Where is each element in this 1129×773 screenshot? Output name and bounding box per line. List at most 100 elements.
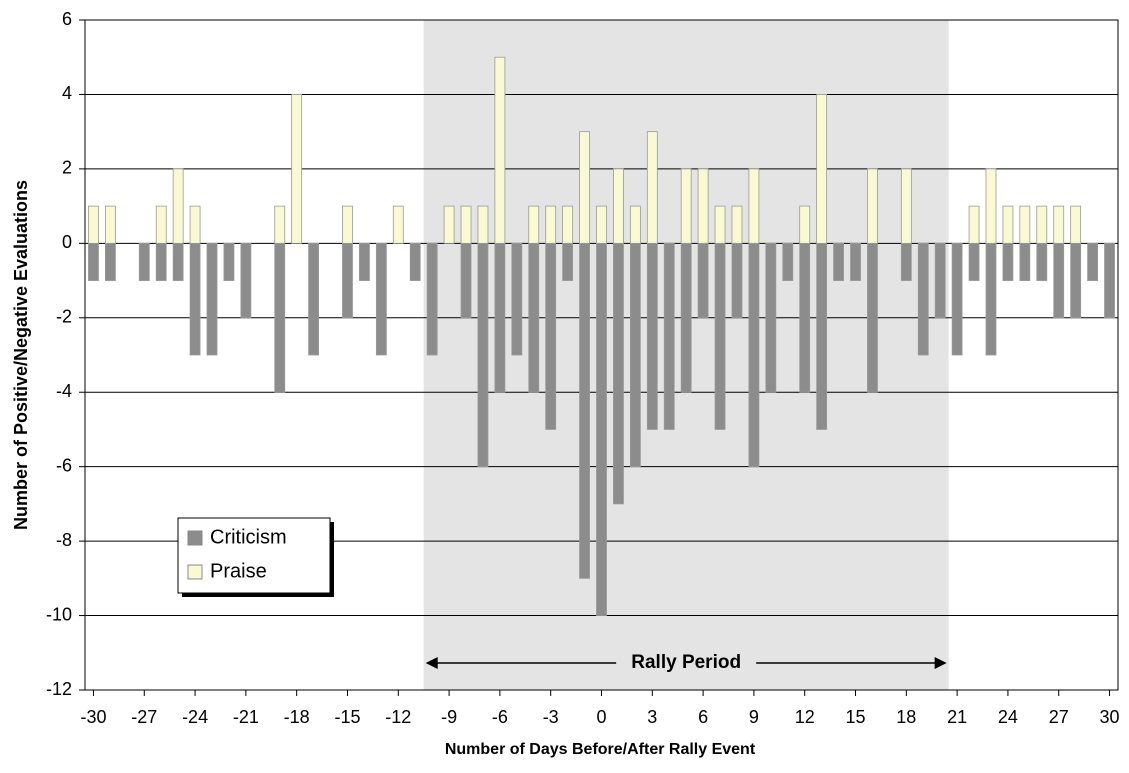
bar xyxy=(1053,242,1065,319)
x-tick-label: 0 xyxy=(596,707,606,727)
y-tick-label: -4 xyxy=(56,381,72,401)
bar xyxy=(968,242,980,281)
bar xyxy=(731,242,743,319)
x-tick-label: -12 xyxy=(385,707,411,727)
bar xyxy=(816,94,828,244)
bar xyxy=(646,131,658,244)
bar xyxy=(88,205,99,244)
bar xyxy=(782,242,794,281)
bar xyxy=(985,168,997,244)
bar xyxy=(850,242,861,281)
bar xyxy=(731,205,743,244)
bar xyxy=(1036,242,1048,281)
bar xyxy=(579,242,590,579)
bar xyxy=(291,94,303,244)
bar xyxy=(494,56,506,244)
x-tick-label: 21 xyxy=(947,707,967,727)
x-tick-label: 27 xyxy=(1049,707,1069,727)
bar xyxy=(359,242,370,281)
bar xyxy=(155,242,167,281)
x-tick-label: 9 xyxy=(749,707,759,727)
x-tick-label: -27 xyxy=(131,707,157,727)
bar xyxy=(680,242,692,393)
legend-swatch xyxy=(187,564,203,580)
bar xyxy=(274,242,286,393)
bar xyxy=(409,242,421,281)
x-tick-label: -30 xyxy=(80,707,106,727)
x-tick-label: 12 xyxy=(795,707,815,727)
bar xyxy=(105,242,116,281)
bar xyxy=(155,205,167,244)
bar xyxy=(917,242,929,356)
bar xyxy=(172,168,184,244)
x-tick-label: 24 xyxy=(998,707,1018,727)
bar xyxy=(867,168,878,244)
bar xyxy=(799,242,811,393)
bar xyxy=(1070,242,1082,319)
bar xyxy=(375,242,387,356)
x-tick-label: -6 xyxy=(492,707,508,727)
bar xyxy=(985,242,997,356)
bar xyxy=(1070,205,1082,244)
bar xyxy=(613,168,624,244)
bar xyxy=(545,205,557,244)
bar xyxy=(88,242,99,281)
y-axis-title: Number of Positive/Negative Evaluations xyxy=(11,180,31,530)
bar xyxy=(443,205,455,244)
bar xyxy=(1036,205,1048,244)
bar xyxy=(206,242,218,356)
bar xyxy=(714,242,726,430)
bar xyxy=(460,205,472,244)
bar xyxy=(172,242,184,281)
arrow-head xyxy=(425,657,438,669)
bar xyxy=(460,242,472,319)
bar xyxy=(105,205,116,244)
legend-box xyxy=(177,517,331,594)
bar xyxy=(748,242,760,468)
bar xyxy=(1019,205,1031,244)
bar xyxy=(816,242,828,430)
x-tick-label: -24 xyxy=(182,707,208,727)
bar xyxy=(189,205,201,244)
bar xyxy=(579,131,590,244)
bar xyxy=(477,205,489,244)
bar xyxy=(392,205,404,244)
bar xyxy=(867,242,878,393)
y-tick-label: 2 xyxy=(62,158,72,178)
bar xyxy=(274,205,286,244)
x-tick-label: -15 xyxy=(334,707,360,727)
bar xyxy=(138,242,150,281)
bar xyxy=(562,205,574,244)
bar xyxy=(596,205,607,244)
bar xyxy=(426,242,438,356)
bar xyxy=(1002,205,1014,244)
bar xyxy=(528,242,540,393)
bar xyxy=(545,242,557,430)
bar xyxy=(799,205,811,244)
y-tick-label: -8 xyxy=(56,530,72,550)
x-tick-label: 3 xyxy=(647,707,657,727)
bar xyxy=(562,242,574,281)
bar xyxy=(680,168,692,244)
y-tick-label: -2 xyxy=(56,307,72,327)
bar xyxy=(1053,205,1065,244)
bar xyxy=(511,242,523,356)
y-tick-label: 4 xyxy=(62,83,72,103)
bar xyxy=(308,242,320,356)
plot-frame xyxy=(84,19,1119,691)
bar xyxy=(697,168,709,244)
bar xyxy=(1019,242,1031,281)
bar xyxy=(1087,242,1098,281)
bar xyxy=(342,242,353,319)
bar xyxy=(1104,242,1115,319)
bar xyxy=(663,242,675,430)
bar xyxy=(613,242,624,505)
bar xyxy=(189,242,201,356)
x-tick-label: 18 xyxy=(896,707,916,727)
bar xyxy=(765,242,777,393)
bar xyxy=(477,242,489,468)
x-tick-label: -18 xyxy=(284,707,310,727)
bar xyxy=(748,168,760,244)
y-tick-label: 0 xyxy=(62,232,72,252)
bar xyxy=(646,242,658,430)
